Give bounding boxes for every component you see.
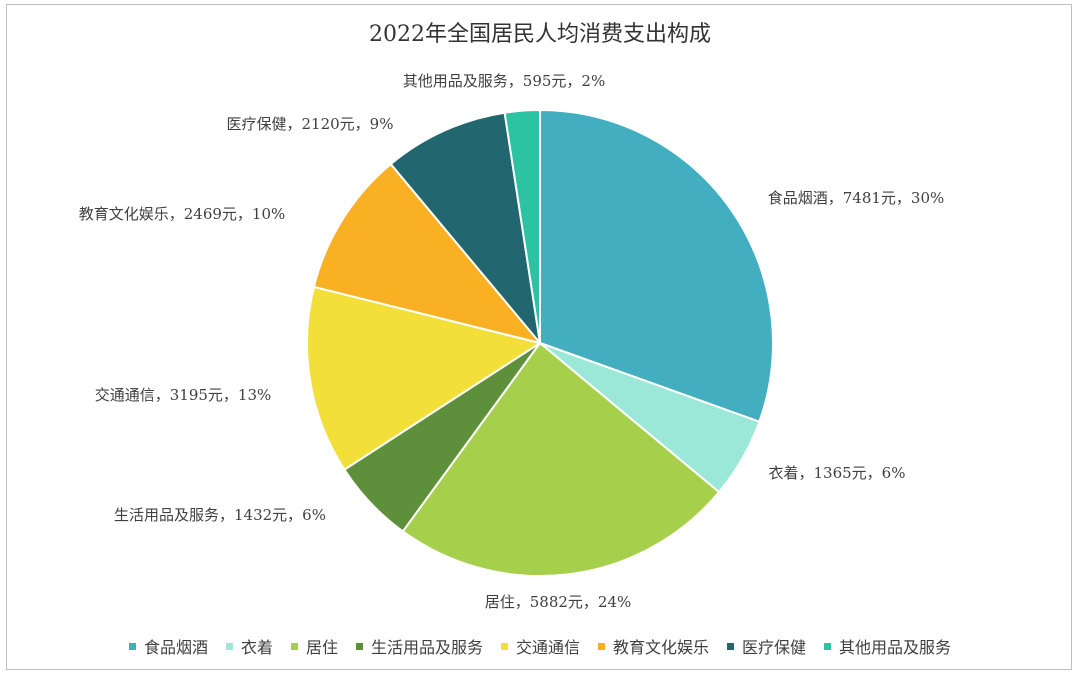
legend-swatch	[290, 642, 298, 650]
pie-slice	[539, 108, 774, 424]
legend-swatch	[355, 642, 363, 650]
pie-slice	[503, 108, 541, 344]
legend-label: 交通通信	[516, 638, 581, 657]
legend-swatch	[727, 642, 735, 650]
data-label: 衣着，1365元，6%	[769, 464, 906, 482]
legend-swatch	[225, 642, 233, 650]
data-label: 食品烟酒，7481元，30%	[768, 189, 945, 207]
data-label: 其他用品及服务，595元，2%	[403, 72, 605, 90]
chart-title: 2022年全国居民人均消费支出构成	[369, 22, 711, 47]
legend-item: 其他用品及服务	[824, 634, 951, 658]
chart-legend: 食品烟酒 衣着 居住 生活用品及服务 交通通信 教育文化娱乐 医疗保健 其他用品及服务	[0, 634, 1080, 658]
pie-slice	[401, 341, 721, 577]
legend-label: 生活用品及服务	[370, 638, 483, 657]
legend-item: 交通通信	[501, 634, 580, 658]
data-label: 居住，5882元，24%	[485, 593, 632, 611]
legend-swatch	[501, 642, 508, 650]
legend-item: 医疗保健	[727, 634, 806, 658]
legend-label: 居住	[305, 638, 338, 657]
legend-swatch	[598, 642, 606, 650]
pie-slice	[306, 285, 543, 472]
data-label: 教育文化娱乐，2469元，10%	[79, 205, 286, 223]
data-label: 医疗保健，2120元，9%	[227, 115, 394, 133]
data-label: 生活用品及服务，1432元，6%	[114, 506, 326, 524]
legend-label: 教育文化娱乐	[613, 638, 710, 657]
legend-label: 衣着	[240, 638, 273, 657]
legend-item: 食品烟酒	[128, 634, 208, 658]
legend-label: 食品烟酒	[143, 638, 208, 657]
legend-item: 居住	[290, 634, 338, 658]
legend-label: 医疗保健	[742, 638, 807, 657]
pie-slice	[389, 111, 542, 347]
legend-item: 衣着	[225, 634, 273, 658]
pie-slice	[312, 162, 543, 345]
legend-swatch	[128, 642, 136, 650]
legend-item: 生活用品及服务	[355, 634, 483, 658]
legend-label: 其他用品及服务	[839, 638, 952, 657]
legend-item: 教育文化娱乐	[598, 634, 709, 658]
data-label: 交通通信，3195元，13%	[95, 386, 272, 404]
legend-swatch	[824, 642, 832, 650]
